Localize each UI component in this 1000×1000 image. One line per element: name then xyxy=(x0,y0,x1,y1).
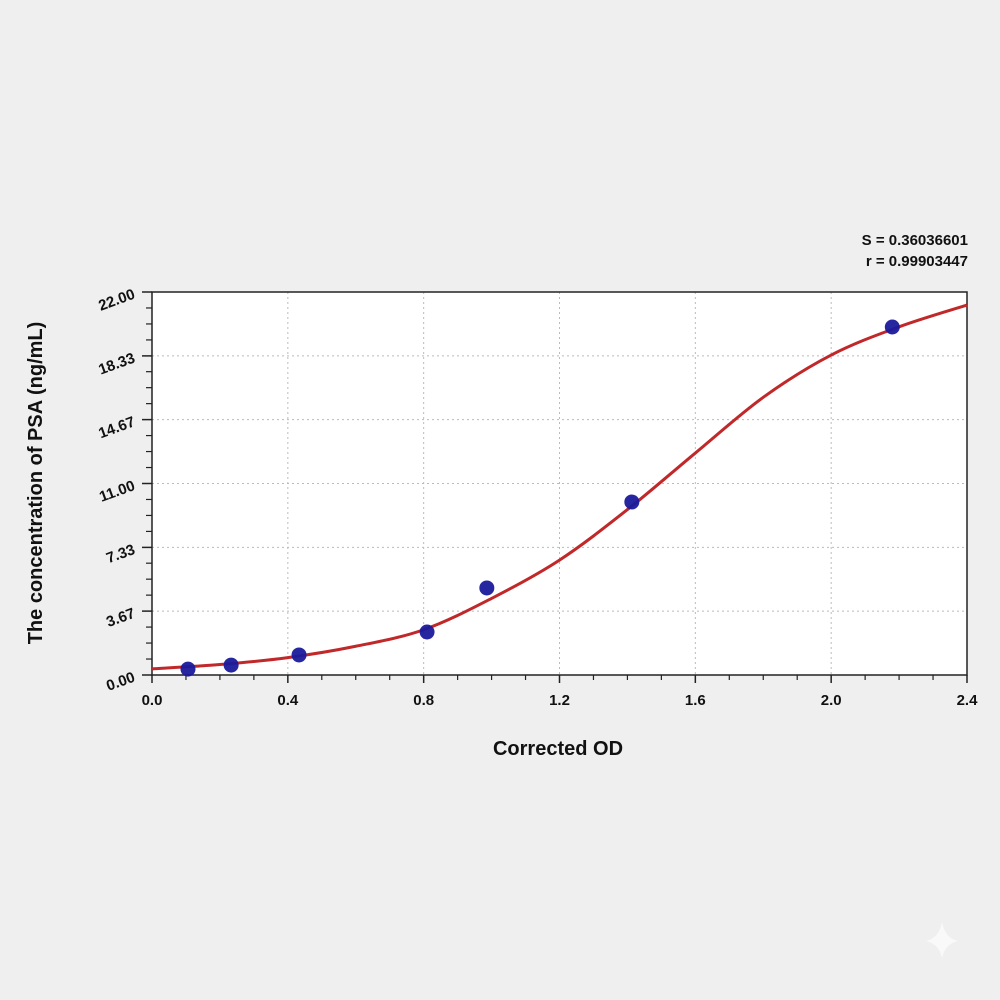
data-points xyxy=(180,319,900,677)
grid xyxy=(152,292,967,675)
x-axis-label: Corrected OD xyxy=(493,738,623,760)
y-tick-label: 18.33 xyxy=(96,350,137,379)
x-tick-label: 0.0 xyxy=(142,692,163,709)
r-value: r = 0.99903447 xyxy=(865,253,968,270)
data-point xyxy=(419,624,435,640)
x-tick-label: 2.4 xyxy=(957,692,979,709)
data-point xyxy=(884,319,900,335)
y-tick-label: 22.00 xyxy=(96,286,137,315)
data-point xyxy=(291,647,307,663)
x-tick-label: 1.2 xyxy=(549,692,570,709)
s-value: S = 0.36036601 xyxy=(861,232,968,249)
x-tick-label: 0.8 xyxy=(413,692,434,709)
x-tick-labels: 0.0 0.4 0.8 1.2 1.6 2.0 2.4 xyxy=(142,692,979,709)
data-point xyxy=(180,661,196,677)
sparkle-icon xyxy=(926,922,958,958)
x-tick-label: 1.6 xyxy=(685,692,706,709)
fit-curve xyxy=(151,303,968,671)
data-point xyxy=(223,657,239,673)
y-tick-label: 0.00 xyxy=(104,669,137,695)
y-tick-label: 11.00 xyxy=(97,477,137,506)
y-tick-label: 7.33 xyxy=(104,541,137,567)
fit-statistics: S = 0.36036601 r = 0.99903447 xyxy=(862,230,968,272)
data-point xyxy=(479,580,495,596)
y-tick-label: 3.67 xyxy=(104,605,137,631)
x-tick-label: 2.0 xyxy=(821,692,842,709)
y-tick-labels: 0.00 3.67 7.33 11.00 14.67 18.33 22.00 xyxy=(96,286,137,695)
y-axis-label: The concentration of PSA (ng/mL) xyxy=(25,322,47,645)
y-tick-label: 14.67 xyxy=(96,413,137,442)
ticks xyxy=(142,291,968,683)
x-tick-label: 0.4 xyxy=(277,692,299,709)
plot-frame xyxy=(151,291,968,676)
data-point xyxy=(624,494,640,510)
